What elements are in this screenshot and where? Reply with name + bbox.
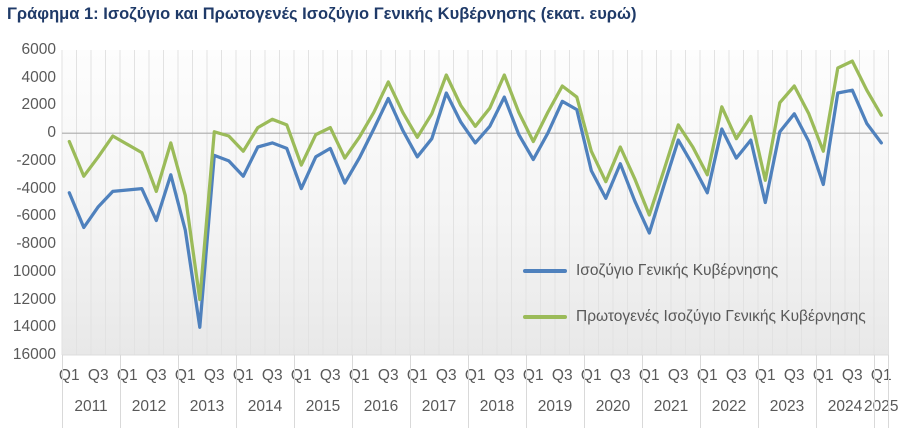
year-separator-tick <box>294 355 295 428</box>
x-year-label: 2012 <box>131 398 167 415</box>
x-year-label: 2024 <box>827 398 863 415</box>
legend-item-primary-balance: Πρωτογενές Ισοζύγιο Γενικής Κυβέρνησης <box>523 307 866 327</box>
y-tick-label: 4000 <box>21 68 56 86</box>
legend-line-blue-icon <box>523 269 567 273</box>
chart-legend: Ισοζύγιο Γενικής Κυβέρνησης Πρωτογενές Ι… <box>523 261 866 327</box>
year-separator-tick <box>700 355 701 428</box>
year-separator-tick <box>816 355 817 428</box>
x-quarter-label: Q1 <box>522 367 544 384</box>
x-quarter-label: Q1 <box>290 367 312 384</box>
x-quarter-label: Q1 <box>174 367 196 384</box>
x-quarter-label: Q3 <box>493 367 515 384</box>
x-quarter-label: Q3 <box>261 367 283 384</box>
x-year-label: 2018 <box>479 398 515 415</box>
y-tick-label: 14000 <box>12 318 56 336</box>
x-quarter-label: Q3 <box>551 367 573 384</box>
y-tick-label: -8000 <box>16 235 56 253</box>
series-line-primary-balance <box>67 59 883 302</box>
x-year-label: 2023 <box>769 398 805 415</box>
x-quarter-label: Q3 <box>87 367 109 384</box>
x-quarter-label: Q3 <box>783 367 805 384</box>
year-separator-tick <box>584 355 585 428</box>
year-separator-tick <box>888 355 889 428</box>
x-quarter-label: Q1 <box>58 367 80 384</box>
x-quarter-label: Q3 <box>203 367 225 384</box>
x-year-label: 2021 <box>653 398 689 415</box>
legend-item-balance: Ισοζύγιο Γενικής Κυβέρνησης <box>523 261 866 281</box>
x-year-label: 2015 <box>305 398 341 415</box>
legend-label-balance: Ισοζύγιο Γενικής Κυβέρνησης <box>576 262 779 279</box>
x-year-label: 2014 <box>247 398 283 415</box>
year-separator-tick <box>178 355 179 428</box>
legend-line-green-icon <box>523 315 567 319</box>
year-separator-tick <box>236 355 237 428</box>
year-separator-tick <box>526 355 527 428</box>
series-line-balance <box>67 88 883 329</box>
x-quarter-label: Q3 <box>725 367 747 384</box>
x-quarter-label: Q3 <box>435 367 457 384</box>
year-separator-tick <box>642 355 643 428</box>
x-year-label: 2022 <box>711 398 747 415</box>
y-tick-label: 6000 <box>21 41 56 58</box>
x-quarter-label: Q1 <box>870 367 892 384</box>
x-year-label: 2017 <box>421 398 457 415</box>
x-quarter-label: Q3 <box>319 367 341 384</box>
x-quarter-label: Q1 <box>638 367 660 384</box>
x-quarter-label: Q3 <box>145 367 167 384</box>
y-tick-label: 2000 <box>21 96 56 114</box>
x-quarter-label: Q1 <box>406 367 428 384</box>
x-quarter-label: Q1 <box>116 367 138 384</box>
year-separator-tick <box>62 355 63 428</box>
year-separator-tick <box>758 355 759 428</box>
year-separator-tick <box>874 355 875 428</box>
x-quarter-label: Q3 <box>667 367 689 384</box>
x-year-label: 2016 <box>363 398 399 415</box>
x-quarter-label: Q3 <box>377 367 399 384</box>
y-tick-label: -2000 <box>16 151 56 169</box>
plot-area-background <box>62 50 889 355</box>
x-quarter-label: Q3 <box>841 367 863 384</box>
x-quarter-label: Q1 <box>464 367 486 384</box>
y-tick-label: 0 <box>47 124 56 142</box>
y-tick-label: -4000 <box>16 179 56 197</box>
y-tick-label: 10000 <box>12 262 56 280</box>
x-quarter-label: Q3 <box>609 367 631 384</box>
x-year-label: 2011 <box>74 398 108 415</box>
x-year-label: 2025 <box>864 398 899 415</box>
legend-label-primary-balance: Πρωτογενές Ισοζύγιο Γενικής Κυβέρνησης <box>576 308 866 325</box>
x-quarter-label: Q1 <box>754 367 776 384</box>
year-separator-tick <box>120 355 121 428</box>
x-year-label: 2020 <box>595 398 631 415</box>
chart-title: Γράφημα 1: Ισοζύγιο και Πρωτογενές Ισοζύ… <box>7 5 637 23</box>
year-separator-tick <box>352 355 353 428</box>
y-tick-label: 16000 <box>12 346 56 363</box>
x-quarter-label: Q1 <box>232 367 254 384</box>
x-quarter-label: Q1 <box>812 367 834 384</box>
y-tick-label: -6000 <box>16 207 56 225</box>
x-year-label: 2019 <box>537 398 573 415</box>
x-quarter-label: Q1 <box>348 367 370 384</box>
year-separator-tick <box>410 355 411 428</box>
y-tick-label: 12000 <box>12 290 56 308</box>
x-quarter-label: Q1 <box>696 367 718 384</box>
year-separator-tick <box>468 355 469 428</box>
x-quarter-label: Q1 <box>580 367 602 384</box>
x-year-label: 2013 <box>189 398 225 415</box>
